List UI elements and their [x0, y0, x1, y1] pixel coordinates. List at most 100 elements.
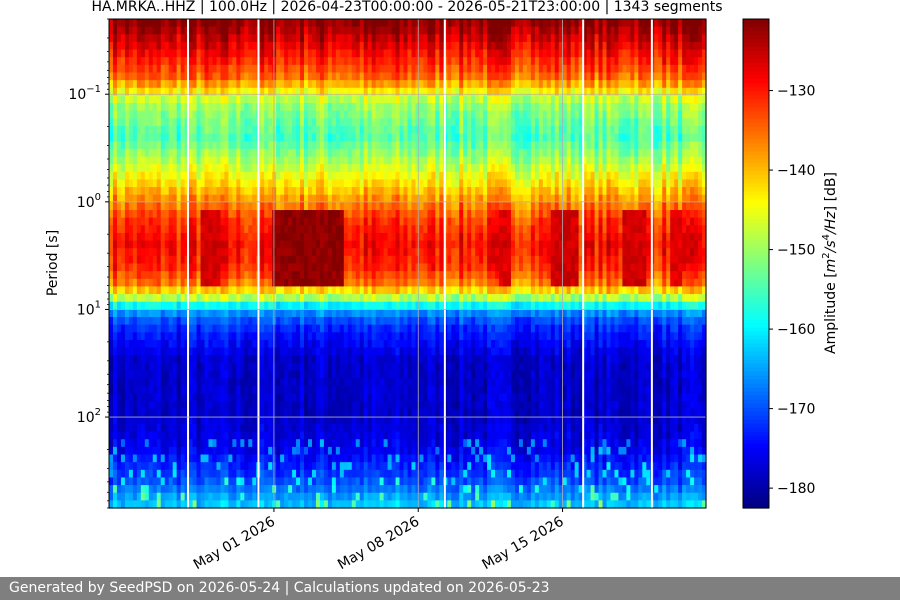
- heatmap-cell: [347, 393, 353, 402]
- heatmap-cell: [164, 301, 170, 310]
- heatmap-cell: [367, 187, 373, 196]
- heatmap-cell: [128, 34, 134, 43]
- heatmap-cell: [383, 316, 389, 326]
- heatmap-cell: [319, 202, 325, 211]
- heatmap-cell: [224, 339, 229, 349]
- heatmap-cell: [323, 439, 329, 448]
- heatmap-cell: [331, 446, 337, 456]
- heatmap-cell: [268, 255, 273, 265]
- heatmap-cell: [292, 416, 297, 425]
- heatmap-cell: [132, 370, 138, 379]
- heatmap-cell: [379, 72, 385, 81]
- heatmap-cell: [132, 19, 138, 28]
- heatmap-cell: [327, 485, 333, 494]
- heatmap-cell: [407, 49, 413, 58]
- heatmap-cell: [308, 255, 313, 265]
- heatmap-cell: [260, 294, 265, 303]
- heatmap-cell: [208, 278, 214, 288]
- heatmap-cell: [296, 103, 301, 112]
- heatmap-cell: [144, 171, 150, 181]
- heatmap-cell: [272, 95, 277, 104]
- heatmap-cell: [391, 263, 397, 272]
- heatmap-cell: [176, 263, 182, 272]
- heatmap-cell: [180, 485, 186, 494]
- heatmap-cell: [164, 393, 170, 402]
- heatmap-cell: [180, 80, 186, 89]
- heatmap-cell: [128, 416, 134, 425]
- heatmap-cell: [347, 217, 353, 226]
- heatmap-cell: [371, 477, 377, 486]
- heatmap-cell: [272, 492, 277, 501]
- heatmap-cell: [204, 332, 210, 341]
- heatmap-cell: [260, 286, 265, 295]
- heatmap-cell: [120, 286, 126, 295]
- heatmap-cell: [280, 240, 285, 249]
- heatmap-cell: [407, 462, 413, 471]
- heatmap-cell: [327, 19, 333, 28]
- heatmap-cell: [248, 194, 253, 203]
- heatmap-cell: [252, 87, 257, 97]
- heatmap-cell: [140, 401, 146, 410]
- heatmap-cell: [415, 255, 421, 265]
- heatmap-cell: [200, 339, 206, 349]
- heatmap-cell: [240, 408, 245, 417]
- heatmap-cell: [304, 19, 309, 28]
- heatmap-cell: [188, 41, 194, 51]
- heatmap-cell: [415, 87, 421, 97]
- heatmap-cell: [411, 125, 417, 135]
- heatmap-cell: [176, 141, 182, 150]
- heatmap-cell: [136, 240, 142, 249]
- heatmap-cell: [407, 301, 413, 310]
- heatmap-cell: [172, 156, 178, 165]
- heatmap-cell: [379, 485, 385, 494]
- heatmap-cell: [407, 110, 413, 119]
- heatmap-cell: [343, 125, 349, 135]
- heatmap-cell: [220, 462, 226, 471]
- heatmap-cell: [112, 187, 118, 196]
- heatmap-cell: [395, 232, 401, 242]
- heatmap-cell: [371, 49, 377, 58]
- heatmap-cell: [403, 408, 409, 417]
- heatmap-cell: [363, 339, 369, 349]
- heatmap-cell: [200, 492, 206, 501]
- heatmap-cell: [276, 133, 281, 142]
- heatmap-cell: [415, 133, 421, 142]
- heatmap-cell: [379, 133, 385, 142]
- heatmap-cell: [359, 286, 365, 295]
- heatmap-cell: [140, 80, 146, 89]
- heatmap-cell: [112, 19, 118, 28]
- heatmap-cell: [288, 355, 293, 364]
- heatmap-cell: [128, 118, 134, 127]
- heatmap-cell: [252, 286, 257, 295]
- heatmap-cell: [196, 408, 202, 417]
- heatmap-cell: [264, 309, 269, 318]
- heatmap-cell: [136, 294, 142, 303]
- heatmap-cell: [304, 34, 309, 43]
- heatmap-cell: [407, 179, 413, 188]
- heatmap-cell: [148, 294, 154, 303]
- heatmap-cell: [136, 393, 142, 402]
- heatmap-cell: [180, 477, 186, 486]
- heatmap-cell: [399, 179, 405, 188]
- heatmap-cell: [136, 362, 142, 372]
- heatmap-cell: [144, 148, 150, 158]
- heatmap-cell: [415, 64, 421, 74]
- heatmap-cell: [176, 324, 182, 333]
- heatmap-cell: [128, 156, 134, 165]
- heatmap-cell: [200, 408, 206, 417]
- heatmap-cell: [315, 370, 321, 379]
- heatmap-cell: [148, 148, 154, 158]
- heatmap-cell: [192, 378, 198, 387]
- heatmap-cell: [268, 148, 273, 158]
- heatmap-cell: [260, 439, 265, 448]
- heatmap-cell: [355, 408, 361, 417]
- heatmap-cell: [109, 248, 114, 257]
- heatmap-cell: [216, 133, 222, 142]
- heatmap-cell: [284, 19, 289, 28]
- heatmap-cell: [347, 301, 353, 310]
- heatmap-cell: [244, 393, 249, 402]
- heatmap-cell: [220, 362, 226, 372]
- heatmap-cell: [212, 469, 218, 479]
- heatmap-cell: [264, 164, 269, 173]
- heatmap-cell: [160, 492, 166, 501]
